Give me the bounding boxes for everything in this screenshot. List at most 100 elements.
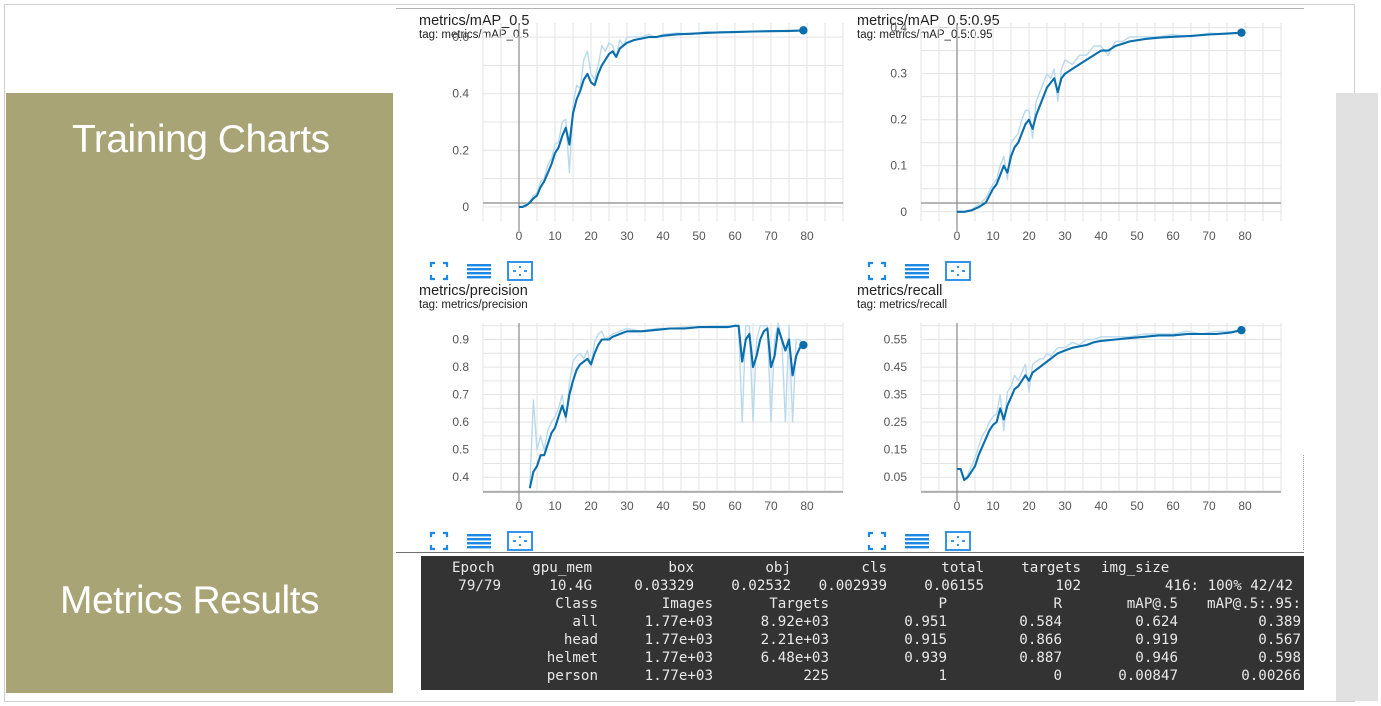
fit-domain-icon[interactable] xyxy=(507,531,533,551)
console-cell: 79/79 xyxy=(458,577,501,595)
console-cell: 0.598 xyxy=(1258,649,1301,667)
y-tick-label: 0.7 xyxy=(452,388,469,402)
x-tick-label: 10 xyxy=(986,229,1000,243)
console-cell: Class xyxy=(555,595,598,613)
console-cell: 0.866 xyxy=(1019,631,1062,649)
y-tick-label: 0 xyxy=(900,205,907,219)
series-line-raw xyxy=(957,330,1241,480)
console-cell: 0.389 xyxy=(1258,613,1301,631)
x-tick-label: 70 xyxy=(1202,499,1216,513)
last-point-marker[interactable] xyxy=(1237,28,1245,36)
console-cell: 0.03329 xyxy=(634,577,694,595)
console-cell: 1.77e+03 xyxy=(645,631,713,649)
chart-card-map-05: metrics/mAP_0.5 tag: metrics/mAP_0.5 0 0.… xyxy=(419,13,859,273)
console-cell: 0.06155 xyxy=(924,577,984,595)
x-tick-label: 20 xyxy=(584,499,598,513)
y-tick-label: 0.4 xyxy=(452,87,469,101)
chart-plot[interactable]: 0.4 0.5 0.6 0.7 0.8 0.9 0 10 20 30 40 50 60 70 80 xyxy=(419,283,859,543)
y-tick-label: 0.6 xyxy=(452,415,469,429)
fullscreen-icon[interactable] xyxy=(429,531,455,551)
fullscreen-icon[interactable] xyxy=(429,261,455,281)
console-cell: Images xyxy=(662,595,713,613)
chart-plot[interactable]: 0 0.1 0.2 0.3 0.4 0 10 20 30 40 50 60 70 80 xyxy=(857,13,1297,273)
series-line-smoothed xyxy=(957,33,1241,212)
x-tick-label: 60 xyxy=(1166,499,1180,513)
console-cell: mAP@.5 xyxy=(1127,595,1178,613)
last-point-marker[interactable] xyxy=(1237,326,1245,334)
console-cell: 0.584 xyxy=(1019,613,1062,631)
x-tick-label: 70 xyxy=(1202,229,1216,243)
y-tick-label: 0.2 xyxy=(890,113,907,127)
x-tick-label: 60 xyxy=(728,229,742,243)
x-tick-label: 10 xyxy=(986,499,1000,513)
metrics-results-title: Metrics Results xyxy=(60,579,319,623)
x-tick-label: 30 xyxy=(1058,229,1072,243)
x-tick-label: 40 xyxy=(1094,229,1108,243)
fit-domain-icon[interactable] xyxy=(507,261,533,281)
console-cell: 0.939 xyxy=(904,649,947,667)
console-cell: P xyxy=(938,595,947,613)
console-cell: 0.887 xyxy=(1019,649,1062,667)
console-cell: 0.567 xyxy=(1258,631,1301,649)
y-tick-label: 0.15 xyxy=(884,443,908,457)
console-cell: 225 xyxy=(803,667,829,685)
x-tick-label: 50 xyxy=(692,229,706,243)
data-table-icon[interactable] xyxy=(905,261,931,281)
x-tick-label: 80 xyxy=(1238,499,1252,513)
console-cell: 0.919 xyxy=(1135,631,1178,649)
chart-plot[interactable]: 0.05 0.15 0.25 0.35 0.45 0.55 0 10 20 30 40 50 60 70 8… xyxy=(857,283,1297,543)
chart-card-recall: metrics/recall tag: metrics/recall 0.05 0… xyxy=(857,283,1297,543)
fullscreen-icon[interactable] xyxy=(867,531,893,551)
data-table-icon[interactable] xyxy=(905,531,931,551)
y-tick-label: 0.4 xyxy=(890,21,907,35)
console-cell: person xyxy=(547,667,598,685)
x-tick-label: 40 xyxy=(656,229,670,243)
x-tick-label: 10 xyxy=(548,499,562,513)
console-cell: 0.00847 xyxy=(1118,667,1178,685)
x-tick-label: 80 xyxy=(800,229,814,243)
data-table-icon[interactable] xyxy=(467,261,493,281)
console-cell: 1.77e+03 xyxy=(645,649,713,667)
fit-domain-icon[interactable] xyxy=(945,531,971,551)
x-tick-label: 10 xyxy=(548,229,562,243)
y-tick-label: 0.25 xyxy=(884,415,908,429)
console-cell: 0.951 xyxy=(904,613,947,631)
console-cell: 416: 100% 42/42 xyxy=(1165,577,1293,595)
console-cell: all xyxy=(572,613,598,631)
console-cell: 1.77e+03 xyxy=(645,613,713,631)
console-cell: 0.002939 xyxy=(819,577,887,595)
fullscreen-icon[interactable] xyxy=(867,261,893,281)
y-tick-label: 0.45 xyxy=(884,360,908,374)
x-tick-label: 50 xyxy=(1130,499,1144,513)
x-tick-label: 30 xyxy=(1058,499,1072,513)
last-point-marker[interactable] xyxy=(799,341,807,349)
x-tick-label: 50 xyxy=(692,499,706,513)
fit-domain-icon[interactable] xyxy=(945,261,971,281)
x-tick-label: 60 xyxy=(728,499,742,513)
console-cell: 0.02532 xyxy=(731,577,791,595)
chart-grid xyxy=(921,23,1281,221)
y-tick-label: 0.1 xyxy=(890,159,907,173)
x-tick-label: 40 xyxy=(656,499,670,513)
y-tick-label: 0.8 xyxy=(452,360,469,374)
y-tick-label: 0.4 xyxy=(452,470,469,484)
data-table-icon[interactable] xyxy=(467,531,493,551)
x-tick-label: 0 xyxy=(516,229,523,243)
x-tick-label: 80 xyxy=(800,499,814,513)
x-tick-label: 60 xyxy=(1166,229,1180,243)
y-tick-label: 0.5 xyxy=(452,443,469,457)
x-tick-label: 20 xyxy=(1022,499,1036,513)
last-point-marker[interactable] xyxy=(799,26,807,34)
training-console-output: Epoch gpu_mem box obj cls total targets img_siz… xyxy=(421,556,1304,690)
console-cell: 8.92e+03 xyxy=(761,613,829,631)
y-tick-label: 0.55 xyxy=(884,333,908,347)
y-tick-label: 0.05 xyxy=(884,470,908,484)
console-cell: 1.77e+03 xyxy=(645,667,713,685)
scrollbar-track[interactable] xyxy=(1336,93,1378,701)
x-tick-label: 0 xyxy=(954,229,961,243)
chart-plot[interactable]: 0 0.2 0.4 0.6 0 10 20 30 40 50 60 70 80 xyxy=(419,13,859,273)
console-cell: 2.21e+03 xyxy=(761,631,829,649)
console-cell: 0.00266 xyxy=(1241,667,1301,685)
console-cell: total xyxy=(941,559,984,577)
console-cell: 0.624 xyxy=(1135,613,1178,631)
